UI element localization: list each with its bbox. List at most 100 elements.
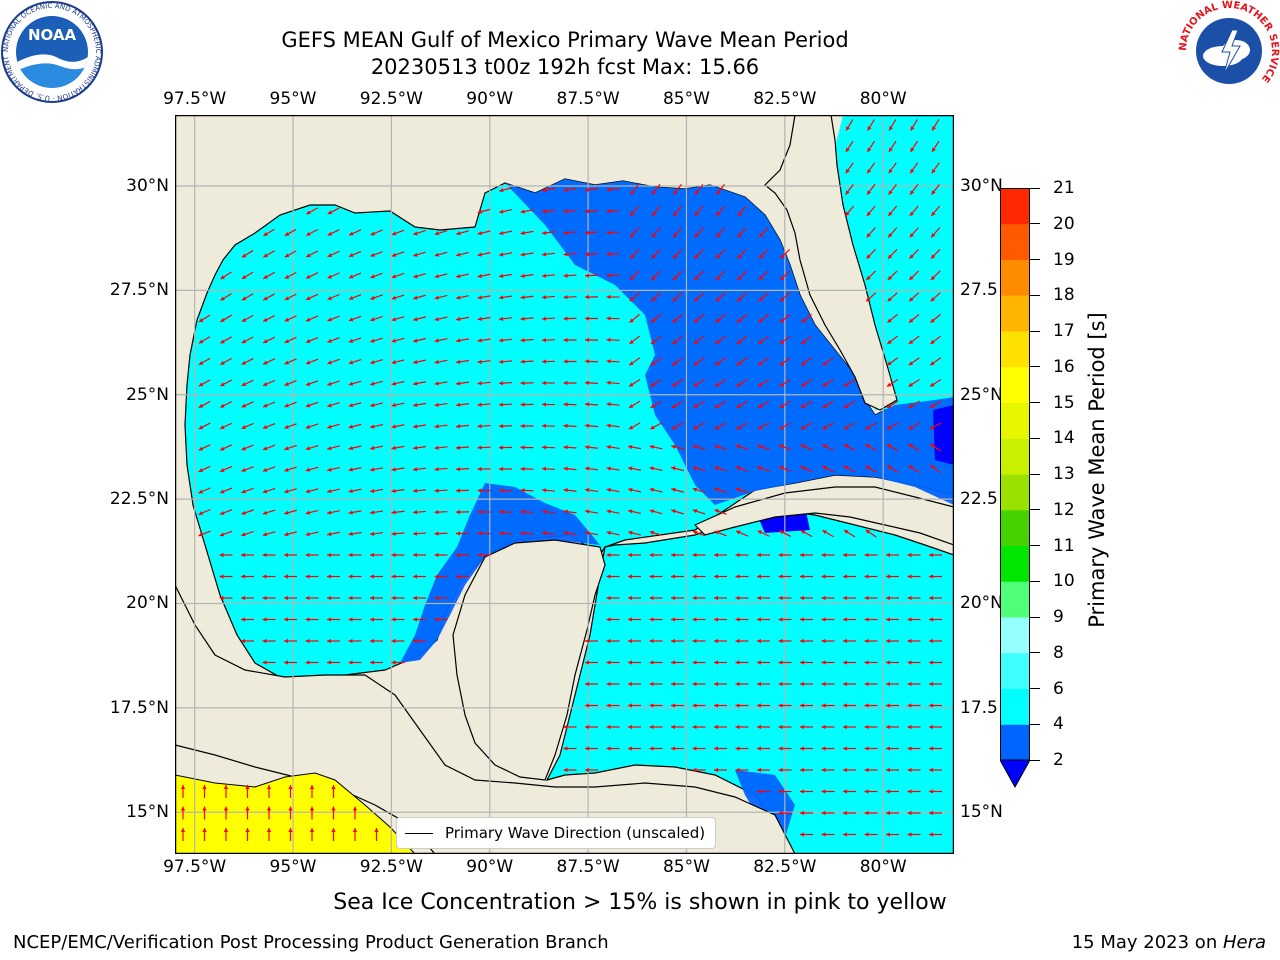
wave-direction-arrow [327, 315, 340, 322]
wave-direction-arrow [434, 230, 448, 236]
wave-direction-arrow [908, 378, 920, 388]
wave-direction-arrow [907, 681, 921, 687]
wave-direction-arrow [477, 230, 491, 236]
wave-direction-arrow [671, 724, 684, 730]
wave-direction-arrow [735, 703, 749, 708]
wave-direction-arrow [735, 444, 749, 451]
wave-direction-arrow [735, 530, 749, 537]
wave-direction-arrow [305, 358, 319, 365]
wave-direction-arrow [520, 488, 534, 493]
coordinate-label: 95°W [269, 89, 317, 109]
wave-direction-arrow [649, 487, 663, 493]
wave-direction-arrow [262, 638, 276, 644]
wave-direction-arrow [219, 530, 233, 537]
cuba-island [693, 486, 954, 546]
wave-direction-arrow [241, 401, 254, 408]
wave-direction-arrow [886, 357, 899, 366]
wave-direction-arrow [369, 510, 384, 515]
colorbar-segment [1000, 688, 1030, 725]
wave-direction-arrow [758, 313, 769, 324]
wave-direction-arrow [649, 466, 663, 472]
wave-direction-arrow [309, 828, 315, 841]
wave-direction-arrow [262, 531, 276, 537]
wave-direction-arrow [628, 487, 641, 493]
wave-direction-arrow [671, 378, 684, 388]
wave-direction-arrow [391, 552, 405, 558]
coordinate-label: 15°N [960, 802, 1003, 823]
wave-direction-arrow [651, 183, 661, 196]
wave-direction-arrow [348, 402, 362, 408]
wave-direction-arrow [541, 295, 556, 300]
wave-direction-arrow [929, 357, 942, 366]
wave-direction-arrow [455, 445, 470, 450]
wave-direction-arrow [262, 660, 276, 665]
colorbar-tick-label: 19 [1053, 249, 1075, 270]
wave-direction-arrow [241, 271, 254, 280]
wave-direction-arrow [305, 293, 319, 301]
wave-direction-arrow [198, 465, 211, 473]
wave-direction-arrow [541, 359, 556, 364]
wave-direction-arrow [223, 828, 229, 841]
wave-direction-arrow [800, 378, 813, 388]
colorbar-segment [1000, 402, 1030, 439]
wave-direction-arrow [391, 251, 405, 257]
wave-direction-arrow [843, 638, 856, 644]
wave-direction-arrow [929, 681, 942, 687]
wave-direction-arrow [520, 316, 534, 321]
wave-direction-arrow [606, 574, 620, 579]
wave-direction-arrow [606, 703, 620, 708]
wave-direction-arrow [331, 828, 336, 841]
wave-direction-arrow [202, 828, 207, 841]
wave-direction-arrow [262, 358, 276, 365]
wave-direction-arrow [327, 510, 340, 515]
wave-direction-arrow [348, 229, 362, 236]
wave-direction-arrow [606, 251, 620, 257]
wave-direction-arrow [757, 638, 770, 644]
wave-direction-arrow [864, 767, 878, 773]
wave-direction-arrow [198, 530, 211, 537]
legend-label: Primary Wave Direction (unscaled) [445, 824, 706, 842]
wave-direction-arrow [370, 251, 383, 257]
wave-direction-arrow [412, 531, 427, 536]
wave-direction-arrow [714, 378, 727, 388]
wave-direction-arrow [864, 810, 878, 816]
coordinate-label: 85°W [662, 857, 710, 877]
wave-direction-arrow [886, 595, 899, 601]
wave-direction-arrow [584, 466, 599, 471]
wave-direction-arrow [886, 422, 899, 430]
wave-direction-arrow [541, 380, 556, 386]
wave-direction-arrow [223, 806, 229, 820]
wave-direction-arrow [628, 746, 641, 751]
wave-direction-arrow [714, 681, 727, 687]
wave-direction-arrow [864, 789, 878, 794]
wave-direction-arrow [198, 400, 211, 409]
wave-direction-arrow [867, 119, 875, 131]
colorbar-tick-label: 18 [1053, 285, 1075, 306]
wave-direction-arrow [456, 295, 469, 300]
wave-direction-arrow [541, 509, 556, 514]
wave-direction-arrow [348, 638, 362, 644]
wave-direction-arrow [887, 248, 898, 260]
wave-direction-arrow [348, 574, 362, 579]
wave-direction-arrow [671, 466, 684, 472]
wave-direction-arrow [412, 467, 427, 472]
wave-direction-arrow [198, 357, 211, 366]
wave-direction-arrow [737, 227, 747, 238]
colorbar-tick-label: 4 [1053, 714, 1064, 735]
wave-direction-arrow [563, 530, 577, 536]
wave-direction-arrow [520, 295, 534, 300]
wave-direction-arrow [778, 681, 792, 687]
wave-direction-arrow [930, 227, 941, 238]
wave-direction-arrow [672, 313, 683, 324]
wave-direction-arrow [887, 292, 898, 302]
wave-direction-arrow [671, 638, 684, 644]
wave-direction-arrow [284, 401, 297, 408]
coordinate-label: 85°W [662, 89, 710, 109]
wave-direction-arrow [413, 595, 426, 601]
noaa-logo-text: NOAA [28, 26, 77, 44]
wave-direction-arrow [735, 638, 749, 644]
coordinate-label: 80°W [859, 89, 907, 109]
wave-direction-arrow [908, 313, 920, 324]
wave-direction-arrow [779, 357, 791, 366]
wave-direction-arrow [714, 357, 727, 366]
